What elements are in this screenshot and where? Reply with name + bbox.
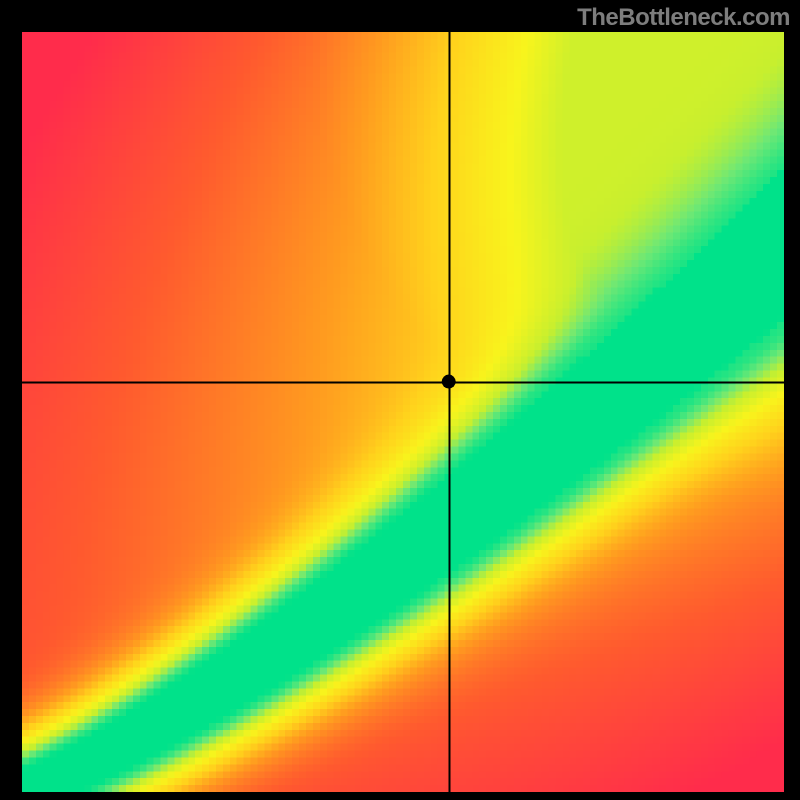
overlay-canvas: [0, 0, 800, 800]
figure-root: TheBottleneck.com: [0, 0, 800, 800]
watermark-text: TheBottleneck.com: [577, 4, 790, 32]
